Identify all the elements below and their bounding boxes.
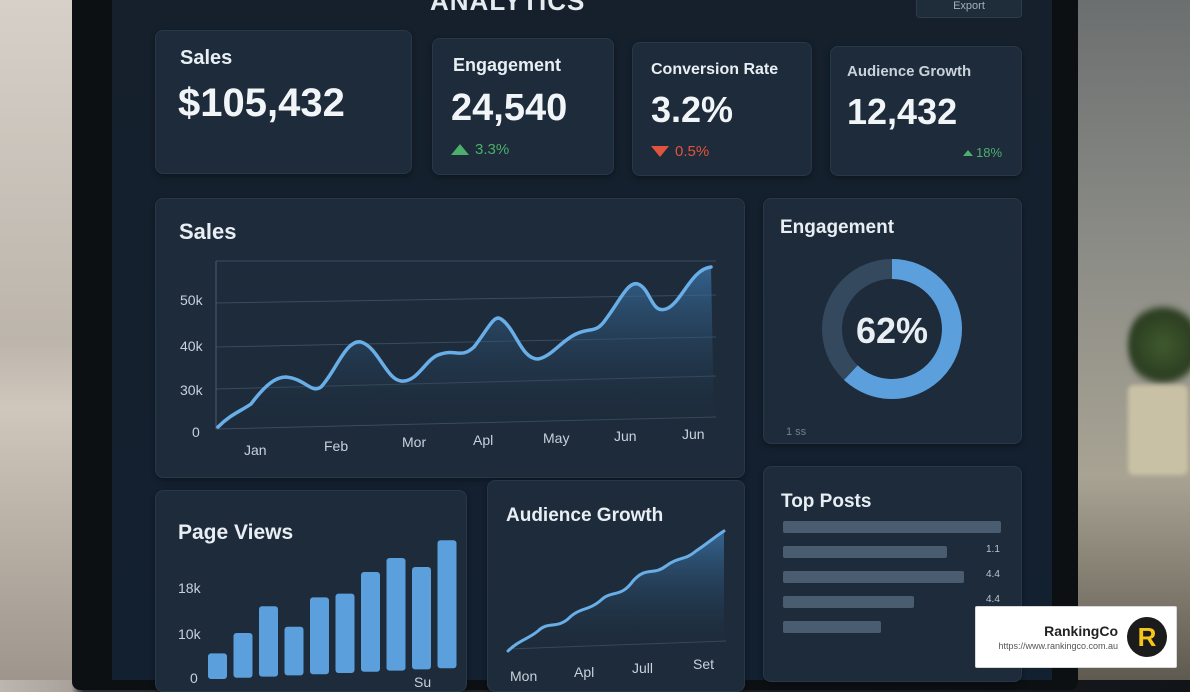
donut-arc	[822, 259, 962, 399]
plant-decoration	[1128, 300, 1190, 390]
sales-line-chart: 50k 40k 30k 0 Jan Feb Mor Apl May Jun Ju…	[180, 260, 717, 458]
audience-area	[508, 531, 724, 651]
audience-growth-chart: Mon Apl Jull Set	[506, 529, 727, 684]
kpi-delta: 18%	[963, 145, 1002, 160]
audience-growth-card: Audience Growth Mon Apl Jull Set	[487, 480, 745, 692]
top-post-bar[interactable]	[783, 571, 964, 583]
donut-value: 62%	[856, 310, 928, 351]
card-title: Audience Growth	[506, 505, 664, 526]
kpi-delta-value: 0.5%	[675, 143, 710, 160]
engagement-card: Engagement 62% 1 ss	[763, 198, 1022, 444]
top-post-bar[interactable]	[783, 546, 947, 558]
sales-chart-card: Sales 50k 40k 30k 0 Jan Feb Mor Apl May …	[155, 198, 745, 478]
page-views-bar	[361, 571, 380, 672]
trend-down-icon	[651, 146, 669, 157]
kpi-value: 3.2%	[651, 89, 734, 130]
kpi-delta-value: 18%	[976, 145, 1003, 160]
top-post-value: 4.4	[986, 594, 1000, 605]
x-tick-label: Jun	[682, 426, 705, 442]
x-tick-label: Feb	[324, 438, 348, 454]
top-post-bar[interactable]	[783, 596, 914, 608]
footnote: 1 ss	[786, 426, 807, 438]
page-views-card: Page Views 18k 10k 0 Su	[155, 490, 467, 692]
sales-area	[218, 267, 714, 427]
kpi-delta: 0.5%	[651, 143, 709, 160]
y-tick-label: 18k	[178, 580, 202, 596]
y-tick-label: 0	[190, 670, 198, 686]
kpi-label: Engagement	[453, 55, 562, 75]
top-post-bar[interactable]	[783, 521, 1001, 533]
page-views-bar	[284, 626, 304, 676]
kpi-delta-value: 3.3%	[475, 141, 510, 158]
kpi-card-sales[interactable]: Sales $105,432	[155, 30, 412, 174]
chart-title: Sales	[179, 219, 237, 244]
page-views-bar	[437, 540, 457, 669]
kpi-value: 12,432	[847, 91, 958, 132]
sales-line	[216, 265, 713, 429]
kpi-label: Audience Growth	[847, 63, 972, 80]
top-post-bar[interactable]	[783, 621, 882, 633]
y-tick-label: 0	[192, 424, 200, 440]
page-views-bar	[386, 557, 406, 671]
page-views-bar	[310, 597, 329, 675]
kpi-value: 24,540	[451, 87, 568, 129]
kpi-delta: 3.3%	[451, 141, 509, 158]
brand-logo-icon: R	[1127, 617, 1167, 657]
x-tick-label: Jun	[614, 428, 637, 444]
top-post-value: 4.4	[986, 569, 1000, 580]
brand-url: https://www.rankingco.com.au	[998, 641, 1118, 651]
kpi-label: Conversion Rate	[651, 61, 779, 78]
trend-up-icon	[963, 149, 973, 156]
page-views-bar	[208, 653, 227, 679]
x-tick-label: Jull	[632, 660, 653, 676]
kpi-label: Sales	[180, 47, 233, 69]
x-tick-label: Set	[693, 656, 714, 672]
x-tick-label: Apl	[574, 664, 594, 680]
x-tick-label: Apl	[473, 432, 493, 448]
kpi-value: $105,432	[178, 81, 345, 125]
x-tick-label: Mon	[510, 668, 537, 684]
kpi-card-engagement[interactable]: Engagement 24,540 3.3%	[432, 38, 614, 175]
card-title: Engagement	[780, 217, 895, 238]
x-tick-label: Mor	[402, 434, 426, 450]
page-views-bar	[233, 633, 253, 678]
card-title: Page Views	[178, 521, 294, 544]
y-tick-label: 40k	[180, 338, 204, 354]
trend-up-icon	[451, 144, 469, 155]
page-views-bar-chart: 18k 10k 0 Su	[178, 540, 457, 690]
brand-name: RankingCo	[1044, 623, 1118, 639]
page-title: ANALYTICS	[430, 0, 586, 16]
engagement-donut: 62% 1 ss	[786, 259, 962, 438]
x-tick-label: Jan	[244, 442, 267, 458]
card-title: Top Posts	[781, 491, 872, 512]
export-button[interactable]: Export	[916, 0, 1022, 18]
y-tick-label: 10k	[178, 626, 202, 642]
x-tick-label: May	[543, 430, 569, 446]
brand-logo-letter: R	[1137, 621, 1157, 652]
page-views-bar	[335, 593, 355, 673]
page-views-bar	[412, 567, 431, 670]
brand-badge[interactable]: RankingCo https://www.rankingco.com.au R	[975, 606, 1177, 668]
room-background-left	[0, 0, 78, 680]
kpi-card-audience-growth[interactable]: Audience Growth 12,432 18%	[830, 46, 1022, 176]
kpi-card-conversion-rate[interactable]: Conversion Rate 3.2% 0.5%	[632, 42, 812, 176]
pot-decoration	[1128, 385, 1188, 475]
audience-line	[506, 529, 726, 653]
x-tick-label: Su	[414, 674, 431, 690]
page-views-bar	[259, 606, 278, 677]
y-tick-label: 50k	[180, 292, 204, 308]
y-tick-label: 30k	[180, 382, 204, 398]
top-post-value: 1.1	[986, 544, 1000, 555]
